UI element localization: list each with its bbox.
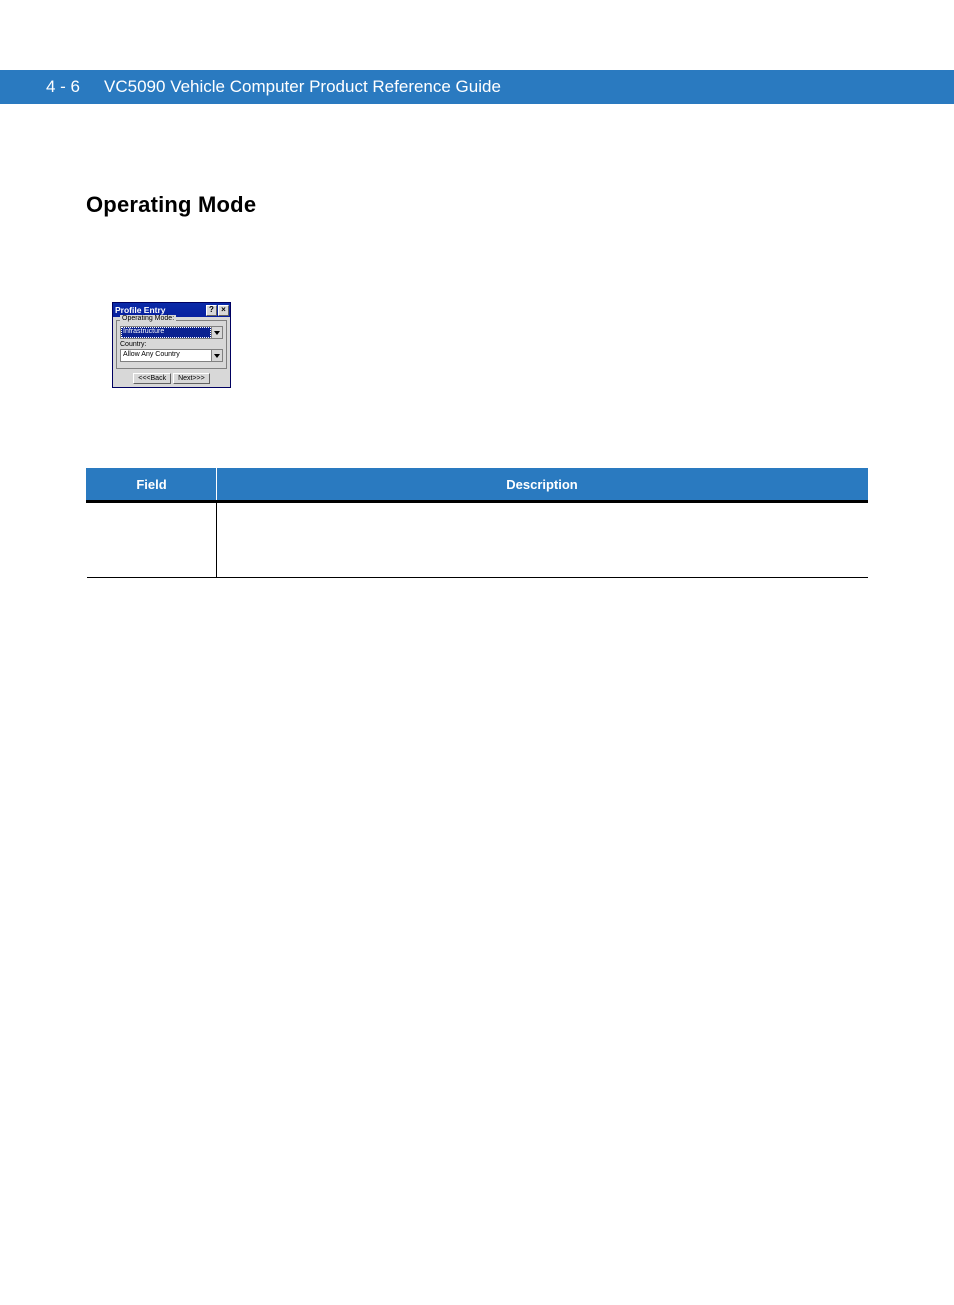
cell-description	[217, 502, 868, 578]
profile-entry-dialog: Profile Entry ? × Operating Mode: Infras…	[112, 302, 231, 388]
page-content: Operating Mode Profile Entry ? × Operati…	[0, 192, 954, 578]
column-header-field: Field	[87, 469, 217, 502]
operating-mode-value: Infrastructure	[121, 327, 211, 338]
chevron-down-icon	[211, 327, 222, 338]
fieldset-legend: Operating Mode:	[120, 315, 176, 322]
operating-mode-dropdown[interactable]: Infrastructure	[120, 326, 223, 339]
country-label: Country:	[120, 341, 223, 348]
dialog-screenshot: Profile Entry ? × Operating Mode: Infras…	[112, 302, 868, 388]
header-title: VC5090 Vehicle Computer Product Referenc…	[104, 77, 501, 97]
country-dropdown[interactable]: Allow Any Country	[120, 349, 223, 362]
help-button[interactable]: ?	[206, 305, 217, 316]
cell-field	[87, 502, 217, 578]
chevron-down-icon	[211, 350, 222, 361]
dialog-body: Operating Mode: Infrastructure Country: …	[113, 317, 230, 387]
table-row	[87, 502, 868, 578]
next-button[interactable]: Next>>>	[173, 373, 210, 384]
field-description-table: Field Description	[86, 468, 868, 578]
page-header: 4 - 6 VC5090 Vehicle Computer Product Re…	[0, 70, 954, 104]
column-header-description: Description	[217, 469, 868, 502]
close-button[interactable]: ×	[218, 305, 229, 316]
table-header-row: Field Description	[87, 469, 868, 502]
section-heading: Operating Mode	[86, 192, 868, 218]
page-number: 4 - 6	[46, 77, 80, 97]
country-value: Allow Any Country	[121, 350, 211, 361]
dialog-title: Profile Entry	[115, 305, 205, 315]
operating-mode-fieldset: Operating Mode: Infrastructure Country: …	[116, 320, 227, 369]
back-button[interactable]: <<<Back	[133, 373, 171, 384]
dialog-button-row: <<<Back Next>>>	[116, 372, 227, 385]
